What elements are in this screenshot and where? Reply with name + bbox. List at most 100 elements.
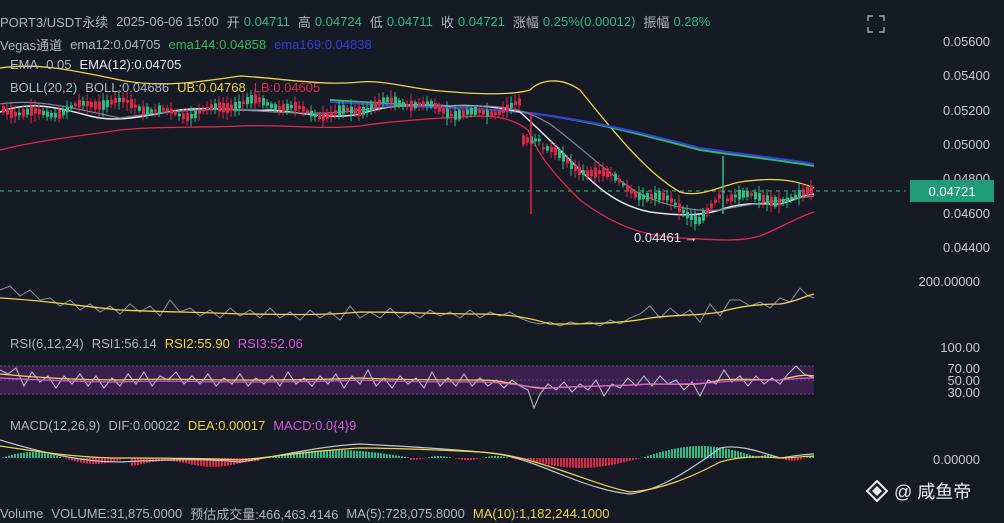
candle-body <box>782 199 785 203</box>
candle-body <box>78 100 81 107</box>
candle-body <box>202 109 205 112</box>
candle-body <box>262 98 265 105</box>
macd-bar <box>44 453 46 458</box>
vegas-legend: Vegas通道 ema12:0.04705 ema144:0.04858 ema… <box>0 35 372 54</box>
candle-body <box>646 193 649 201</box>
candle-body <box>562 153 565 161</box>
macd-bar <box>584 458 586 468</box>
low-price-marker: 0.04461 → <box>634 230 698 245</box>
macd-bar <box>740 452 742 458</box>
candle-body <box>386 97 389 102</box>
macd-bar <box>368 452 370 458</box>
price-tick: 0.05000 <box>943 137 990 152</box>
macd-bar <box>683 447 685 458</box>
candle-body <box>786 198 789 202</box>
candle-body <box>806 187 809 195</box>
candle-body <box>230 105 233 111</box>
ema12-legend: ema12:0.04705 <box>70 37 160 52</box>
candle-body <box>166 109 169 112</box>
macd-bar <box>614 458 616 464</box>
candle-body <box>430 101 433 107</box>
macd-bar <box>428 457 430 458</box>
candle-body <box>374 102 377 108</box>
macd-bar <box>560 458 562 467</box>
candle-body <box>366 108 369 111</box>
candle-body <box>18 113 21 116</box>
candle-body <box>286 104 289 111</box>
candle-body <box>174 111 177 114</box>
candle-body <box>6 109 9 115</box>
candle-body <box>678 203 681 212</box>
candle-body <box>354 108 357 113</box>
candlesticks <box>2 88 813 230</box>
macd-bar <box>326 450 328 458</box>
macd-bar <box>464 458 466 460</box>
candle-body <box>306 110 309 112</box>
macd-bar <box>32 452 34 458</box>
macd-dif-value: DIF:0.00022 <box>108 418 180 433</box>
candle-body <box>610 173 613 175</box>
candle-body <box>746 191 749 197</box>
candle-body <box>730 194 733 201</box>
candle-body <box>774 197 777 207</box>
macd-bar <box>5 457 7 458</box>
macd-bar <box>716 447 718 458</box>
indicator1-gray-line <box>0 286 814 326</box>
candle-body <box>414 102 417 108</box>
candle-body <box>330 112 333 116</box>
candle-body <box>794 195 797 198</box>
candle-body <box>486 110 489 116</box>
macd-bar <box>500 456 502 458</box>
candle-body <box>714 200 717 203</box>
candle-body <box>470 108 473 115</box>
macd-bar <box>437 456 439 458</box>
rsi-axis-tick: 30.00 <box>947 385 980 400</box>
macd-bar <box>737 451 739 458</box>
candle-body <box>298 106 301 109</box>
macd-bar <box>344 450 346 458</box>
macd-bar <box>59 457 61 458</box>
expand-icon[interactable] <box>866 14 886 34</box>
candle-body <box>102 100 105 109</box>
candle-body <box>394 97 397 106</box>
low-value: 0.04711 <box>387 14 433 29</box>
macd-bar <box>671 449 673 458</box>
volume-ma5: MA(5):728,075.8000 <box>346 506 465 521</box>
candle-body <box>594 168 597 178</box>
candle-body <box>790 197 793 200</box>
candle-body <box>702 211 705 221</box>
macd-bar <box>53 455 55 458</box>
candle-body <box>614 174 617 181</box>
candle-body <box>654 193 657 200</box>
macd-bar <box>68 458 70 460</box>
candle-body <box>450 114 453 116</box>
candle-body <box>582 170 585 175</box>
candle-body <box>58 110 61 119</box>
price-tick: 0.05200 <box>943 103 990 118</box>
macd-value: MACD:0.0{4}9 <box>273 418 356 433</box>
macd-bar <box>11 455 13 458</box>
macd-bar <box>335 450 337 458</box>
macd-bar <box>413 458 415 460</box>
macd-bar <box>443 456 445 458</box>
macd-bar <box>17 453 19 458</box>
macd-bar <box>575 458 577 468</box>
macd-bar <box>416 458 418 460</box>
macd-bar <box>599 458 601 467</box>
candle-body <box>370 104 373 111</box>
candle-body <box>62 109 65 115</box>
macd-bar <box>362 451 364 458</box>
macd-bar <box>539 458 541 463</box>
candle-body <box>554 147 557 155</box>
candle-body <box>526 137 529 142</box>
macd-bar <box>389 454 391 458</box>
boll-lower-line <box>0 116 814 240</box>
candle-body <box>766 195 769 204</box>
candle-body <box>482 110 485 114</box>
macd-bar <box>617 458 619 464</box>
candle-body <box>206 107 209 109</box>
rsi-label: RSI(6,12,24) <box>10 336 84 351</box>
watermark: @ 咸鱼帝 <box>866 478 971 504</box>
